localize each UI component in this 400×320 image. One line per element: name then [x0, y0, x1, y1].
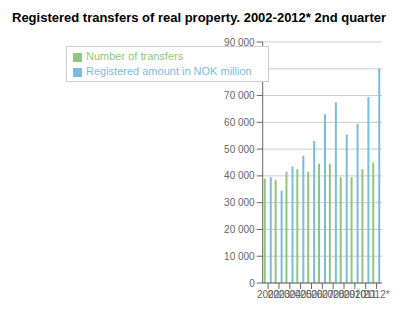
- svg-text:50 000: 50 000: [224, 144, 255, 155]
- svg-text:2012*: 2012*: [364, 289, 390, 300]
- svg-text:90 000: 90 000: [224, 37, 255, 48]
- svg-text:10 000: 10 000: [224, 251, 255, 262]
- svg-text:80 000: 80 000: [224, 63, 255, 74]
- svg-text:60 000: 60 000: [224, 117, 255, 128]
- svg-text:30 000: 30 000: [224, 197, 255, 208]
- svg-text:0: 0: [249, 278, 255, 289]
- svg-text:20 000: 20 000: [224, 224, 255, 235]
- svg-text:40 000: 40 000: [224, 170, 255, 181]
- svg-text:70 000: 70 000: [224, 90, 255, 101]
